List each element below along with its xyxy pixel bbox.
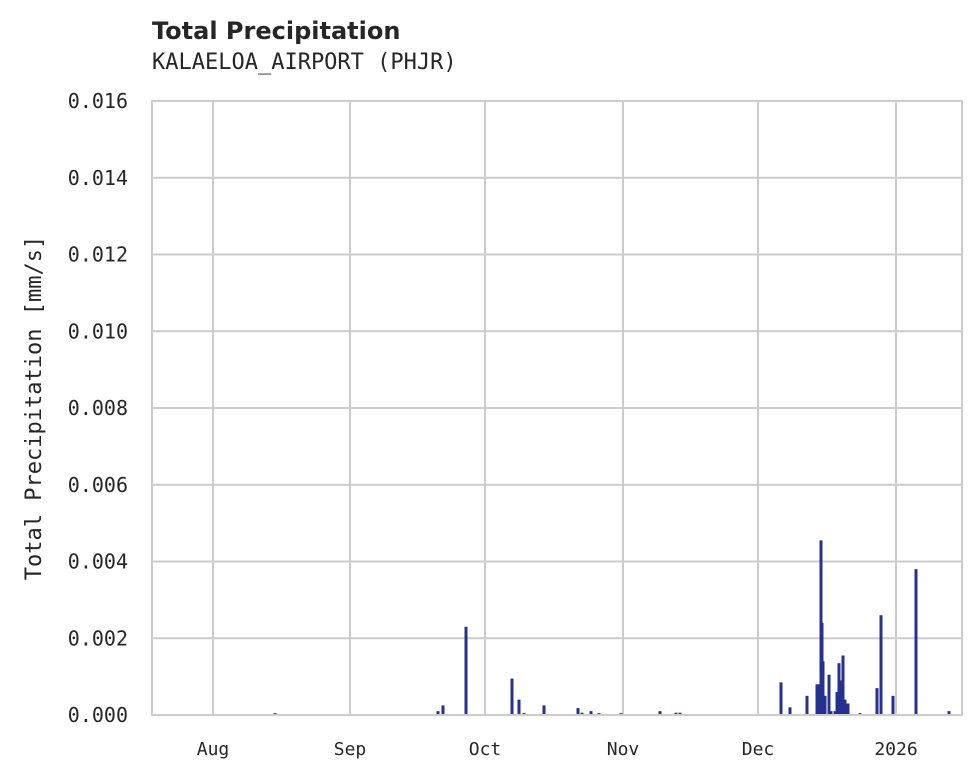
x-tick-label: 2026 (874, 739, 917, 760)
chart-subtitle: KALAELOA_AIRPORT (PHJR) (152, 50, 457, 75)
precip-bar (829, 711, 833, 715)
precip-bar (542, 705, 546, 715)
y-tick-label: 0.008 (68, 396, 128, 420)
precip-bar (835, 691, 839, 715)
precip-bar (827, 674, 831, 715)
precip-bar (875, 688, 879, 715)
x-tick-label: Aug (197, 739, 230, 760)
precip-bar (947, 711, 951, 715)
x-tick-label: Sep (334, 739, 367, 760)
precip-bar (779, 682, 783, 715)
precip-bar (510, 678, 514, 715)
y-tick-label: 0.010 (68, 319, 128, 343)
plot-frame (151, 100, 963, 716)
x-tick-label: Oct (469, 739, 502, 760)
x-axis-ticks: Aug Sep Oct Nov Dec 2026 (197, 739, 918, 760)
precip-bar (805, 695, 809, 715)
precip-bar (839, 680, 843, 715)
y-tick-label: 0.012 (68, 243, 128, 267)
precip-bar (576, 708, 580, 715)
x-tick-label: Dec (742, 739, 775, 760)
precip-bar (678, 712, 682, 715)
chart-title: Total Precipitation (152, 17, 401, 45)
precip-bar (914, 569, 918, 715)
precip-bar (517, 699, 521, 715)
data-bars (273, 540, 951, 715)
y-tick-label: 0.000 (68, 703, 128, 727)
precip-bar (846, 703, 850, 715)
precip-bar (815, 684, 819, 715)
precip-bar (580, 712, 584, 715)
y-tick-label: 0.002 (68, 626, 128, 650)
precip-bar (841, 655, 845, 715)
precip-bar (891, 695, 895, 715)
y-tick-label: 0.016 (68, 89, 128, 113)
x-tick-label: Nov (607, 739, 640, 760)
precip-bar (441, 705, 445, 715)
y-axis-label: Total Precipitation [mm/s] (22, 236, 47, 580)
precip-bar (823, 695, 827, 715)
precip-bar (843, 699, 847, 715)
precip-bar (788, 707, 792, 715)
precip-bar (879, 615, 883, 715)
precip-bar (436, 711, 440, 715)
y-tick-label: 0.006 (68, 473, 128, 497)
y-tick-label: 0.004 (68, 550, 128, 574)
precip-bar (817, 684, 821, 715)
precip-bar (821, 661, 825, 715)
precip-bar (674, 712, 678, 715)
precip-bar (837, 663, 841, 715)
y-tick-label: 0.014 (68, 166, 128, 190)
precip-bar (658, 711, 662, 715)
y-axis-ticks: 0.000 0.002 0.004 0.006 0.008 0.010 0.012 0.014… (68, 89, 128, 727)
precip-bar (833, 711, 837, 715)
gridlines (152, 100, 962, 716)
precip-bar (589, 711, 593, 715)
precip-bar (464, 626, 468, 715)
